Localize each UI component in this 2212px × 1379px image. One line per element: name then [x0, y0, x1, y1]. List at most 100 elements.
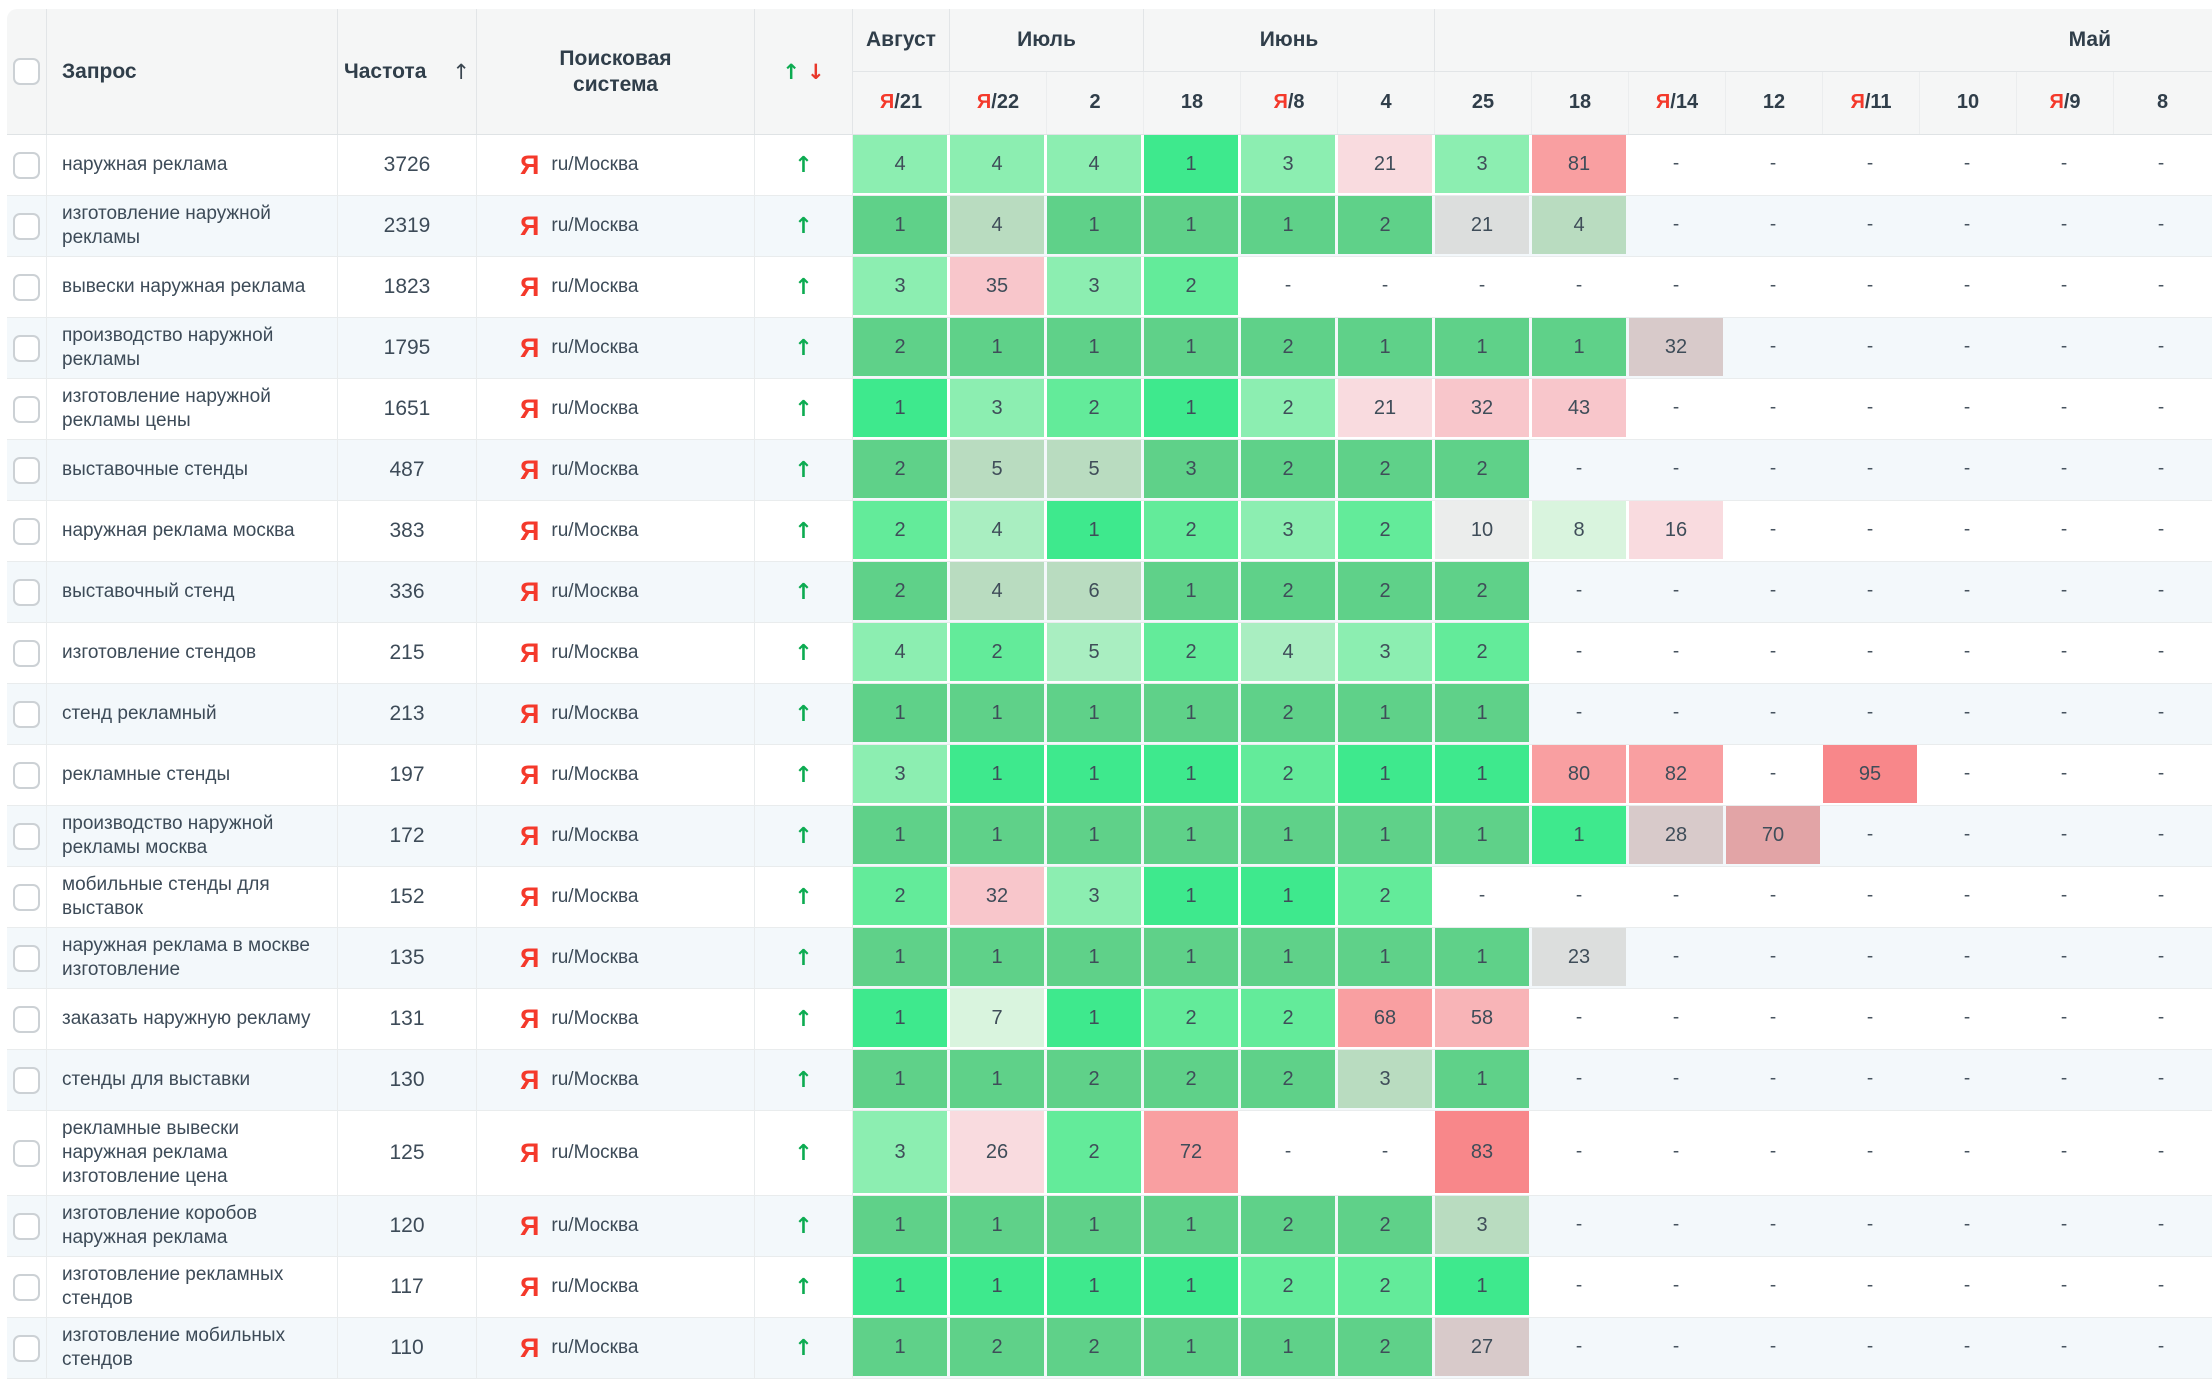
- date-column-header-6[interactable]: 4: [1338, 71, 1435, 134]
- trend-up-icon: ↑: [794, 579, 813, 605]
- row-checkbox[interactable]: [13, 1273, 40, 1301]
- row-checkbox[interactable]: [13, 456, 40, 484]
- row-checkbox[interactable]: [13, 1139, 40, 1167]
- row-checkbox[interactable]: [13, 578, 40, 606]
- query-cell: изготовление наружной рекламы: [47, 196, 338, 256]
- position-value: 1: [1144, 806, 1238, 864]
- query-label[interactable]: выставочные стенды: [62, 459, 249, 480]
- query-label[interactable]: производство наружной рекламы москва: [62, 813, 274, 858]
- row-checkbox[interactable]: [13, 761, 40, 789]
- position-cell: 1: [1144, 867, 1241, 927]
- date-column-header-3[interactable]: 2: [1047, 71, 1144, 134]
- date-column-header-1[interactable]: Я/21: [853, 71, 950, 134]
- position-value: -: [2060, 214, 2068, 235]
- date-column-header-8[interactable]: 18: [1532, 71, 1629, 134]
- query-label[interactable]: наружная реклама в москве изготовление: [62, 935, 310, 980]
- row-checkbox[interactable]: [13, 273, 40, 301]
- position-value: 1: [950, 928, 1044, 986]
- query-label[interactable]: заказать наружную рекламу: [62, 1008, 311, 1029]
- date-column-header-5[interactable]: Я/8: [1241, 71, 1338, 134]
- date-column-header-7[interactable]: 25: [1435, 71, 1532, 134]
- query-cell: изготовление рекламных стендов: [47, 1257, 338, 1317]
- row-checkbox[interactable]: [13, 639, 40, 667]
- query-label[interactable]: наружная реклама: [62, 154, 228, 175]
- date-column-header-9[interactable]: Я/14: [1629, 71, 1726, 134]
- position-value: 1: [1338, 928, 1432, 986]
- row-checkbox[interactable]: [13, 700, 40, 728]
- header-dynamics[interactable]: ↑ ↓: [755, 9, 853, 134]
- position-cell: 1: [1532, 318, 1629, 378]
- header-query[interactable]: Запрос: [47, 9, 338, 134]
- row-checkbox[interactable]: [13, 395, 40, 423]
- query-label[interactable]: вывески наружная реклама: [62, 276, 306, 297]
- row-checkbox-cell: [7, 1318, 47, 1378]
- row-checkbox[interactable]: [13, 1212, 40, 1240]
- row-checkbox[interactable]: [13, 1066, 40, 1094]
- query-label[interactable]: изготовление стендов: [62, 642, 257, 663]
- position-cell: -: [1629, 1050, 1726, 1110]
- search-engine-label: ru/Москва: [551, 1008, 639, 1029]
- query-label[interactable]: изготовление рекламных стендов: [62, 1264, 284, 1309]
- down-arrow-icon: ↓: [807, 59, 825, 84]
- date-column-header-10[interactable]: 12: [1726, 71, 1823, 134]
- position-cell: -: [2017, 1257, 2114, 1317]
- date-column-header-12[interactable]: 10: [1920, 71, 2017, 134]
- row-checkbox[interactable]: [13, 1005, 40, 1033]
- query-cell: мобильные стенды для выставок: [47, 867, 338, 927]
- date-column-header-11[interactable]: Я/11: [1823, 71, 1920, 134]
- position-cell: 1: [1047, 806, 1144, 866]
- position-cell: 1: [1144, 135, 1241, 195]
- position-value: 4: [1047, 135, 1141, 193]
- position-value: -: [1672, 397, 1680, 418]
- row-checkbox[interactable]: [13, 822, 40, 850]
- position-cell: 1: [1047, 989, 1144, 1049]
- position-value: 3: [853, 257, 947, 315]
- position-value: 1: [950, 318, 1044, 376]
- position-cell: -: [2114, 135, 2211, 195]
- query-label[interactable]: рекламные вывески наружная реклама изгот…: [62, 1118, 239, 1187]
- row-checkbox[interactable]: [13, 517, 40, 545]
- position-cell: -: [1823, 1050, 1920, 1110]
- position-cell: -: [2114, 1257, 2211, 1317]
- yandex-icon: Я: [2049, 91, 2064, 114]
- query-label[interactable]: изготовление наружной рекламы: [62, 203, 271, 248]
- row-checkbox[interactable]: [13, 883, 40, 911]
- query-label[interactable]: изготовление мобильных стендов: [62, 1325, 286, 1370]
- query-label[interactable]: стенд рекламный: [62, 703, 217, 724]
- position-value: -: [1672, 1141, 1680, 1162]
- position-cell: 1: [1047, 684, 1144, 744]
- query-label[interactable]: выставочный стенд: [62, 581, 235, 602]
- position-cell: 3: [1047, 867, 1144, 927]
- query-label[interactable]: мобильные стенды для выставок: [62, 874, 270, 919]
- row-checkbox[interactable]: [13, 944, 40, 972]
- row-checkbox[interactable]: [13, 334, 40, 362]
- frequency-cell: 152: [338, 867, 477, 927]
- query-label[interactable]: производство наружной рекламы: [62, 325, 274, 370]
- row-checkbox[interactable]: [13, 212, 40, 240]
- date-column-header-14[interactable]: 8: [2114, 72, 2211, 135]
- position-value: 1: [1047, 1257, 1141, 1315]
- query-label[interactable]: наружная реклама москва: [62, 520, 295, 541]
- date-column-header-13[interactable]: Я/9: [2017, 71, 2114, 134]
- position-cell: -: [1823, 562, 1920, 622]
- trend-cell: ↑: [755, 928, 853, 988]
- position-value: 2: [853, 867, 947, 925]
- query-label[interactable]: изготовление наружной рекламы цены: [62, 386, 271, 431]
- position-value: -: [1963, 1214, 1971, 1235]
- query-label[interactable]: рекламные стенды: [62, 764, 231, 785]
- date-column-header-2[interactable]: Я/22: [950, 71, 1047, 134]
- select-all-checkbox[interactable]: [13, 58, 40, 85]
- position-value: -: [1963, 580, 1971, 601]
- row-checkbox-cell: [7, 623, 47, 683]
- query-cell: изготовление наружной рекламы цены: [47, 379, 338, 439]
- position-cell: 43: [1532, 379, 1629, 439]
- query-label[interactable]: стенды для выставки: [62, 1069, 251, 1090]
- header-frequency[interactable]: Частота ↑: [338, 9, 477, 134]
- row-checkbox[interactable]: [13, 151, 40, 179]
- yandex-icon: Я: [1655, 91, 1671, 114]
- row-checkbox[interactable]: [13, 1334, 40, 1362]
- date-column-header-4[interactable]: 18: [1144, 71, 1241, 134]
- query-label[interactable]: изготовление коробов наружная реклама: [62, 1203, 258, 1248]
